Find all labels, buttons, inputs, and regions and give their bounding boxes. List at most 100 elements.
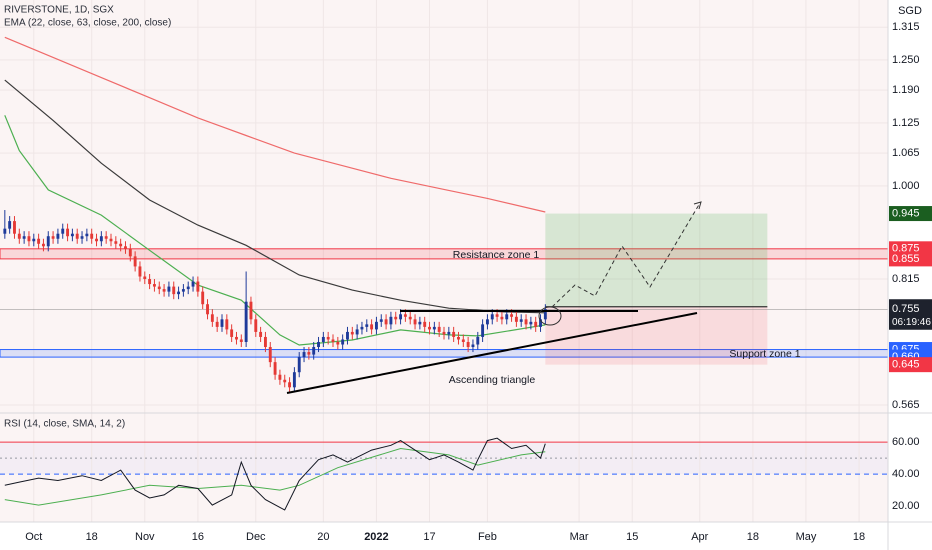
x-tick-label: 18 [86, 531, 98, 543]
candle-body [56, 233, 60, 239]
last-price-label: 0.755 [892, 303, 920, 315]
candle-body [186, 286, 190, 290]
candle-body [32, 238, 36, 242]
candle-body [41, 243, 45, 247]
y-tick-label: 1.190 [892, 84, 920, 96]
candle-body [104, 236, 108, 239]
candle-body [505, 314, 509, 320]
candle-body [177, 291, 181, 295]
rsi-line [4, 437, 546, 511]
candle-body [539, 319, 542, 327]
candle-body [476, 336, 480, 345]
ema-line [4, 79, 546, 314]
candle-body [432, 326, 436, 330]
x-tick-label: 16 [192, 531, 204, 543]
projection-path [551, 202, 701, 308]
candle-body [307, 352, 311, 355]
candle-body [235, 336, 238, 340]
candle-body [288, 382, 292, 388]
candle-body [239, 339, 243, 342]
rsi-tick-label: 40.00 [892, 468, 920, 480]
candle-body [370, 324, 374, 330]
x-tick-label: 15 [626, 531, 638, 543]
candle-body [162, 289, 166, 292]
rsi-tick-label: 60.00 [892, 436, 920, 448]
candle-body [263, 336, 267, 348]
x-tick-label: Mar [570, 531, 589, 543]
price-badge-label: 0.855 [892, 253, 920, 265]
candle-body [447, 331, 451, 335]
candle-body [321, 336, 325, 342]
candle-body [220, 319, 224, 327]
chart-title: RIVERSTONE, 1D, SGX [4, 5, 114, 16]
candle-body [283, 379, 287, 383]
candle-body [119, 243, 123, 247]
x-tick-label: Apr [691, 531, 708, 543]
candle-body [8, 221, 12, 229]
candle-body [70, 233, 74, 237]
candle-body [95, 238, 98, 242]
candle-body [128, 248, 132, 257]
candle-body [148, 279, 152, 285]
projection-arrowhead [693, 201, 702, 210]
candle-body [379, 319, 383, 322]
candle-body [46, 236, 50, 247]
candle-body [172, 286, 176, 295]
x-tick-label: 20 [317, 531, 329, 543]
candle-body [336, 341, 340, 345]
candle-body [254, 319, 258, 332]
candle-body [408, 316, 412, 320]
candle-body [442, 331, 446, 335]
candle-body [355, 329, 359, 335]
candle-body [167, 286, 171, 292]
candle-body [481, 324, 485, 337]
candle-body [133, 256, 137, 267]
triangle-support-line [286, 312, 698, 394]
candle-body [75, 233, 79, 239]
candle-body [399, 314, 403, 320]
last-price-badge [889, 301, 932, 330]
candle-body [490, 314, 494, 320]
x-tick-label: Nov [135, 531, 155, 543]
candle-body [124, 246, 127, 249]
candle-body [37, 238, 41, 244]
candle-body [485, 319, 489, 325]
rsi-tick-label: 20.00 [892, 500, 920, 512]
y-tick-label: 1.065 [892, 147, 920, 159]
candle-body [90, 233, 94, 239]
plot-background [0, 0, 888, 522]
candle-body [413, 319, 417, 325]
x-tick-label: Oct [25, 531, 42, 543]
rsi-label: RSI (14, close, SMA, 14, 2) [4, 419, 125, 430]
candle-body [495, 314, 499, 317]
candle-body [418, 321, 422, 325]
candle-body [500, 316, 504, 320]
pattern-label: Ascending triangle [449, 374, 536, 386]
candle-body [437, 326, 441, 332]
candle-body [181, 289, 185, 292]
candle-body [152, 284, 156, 287]
candle-body [114, 241, 118, 244]
x-tick-label: 18 [747, 531, 759, 543]
countdown: 06:19:46 [892, 317, 931, 328]
candle-body [341, 339, 345, 345]
candle-body [514, 316, 518, 322]
candle-body [394, 316, 398, 320]
candle-body [210, 314, 214, 322]
candle-body [66, 228, 70, 237]
candle-body [215, 321, 219, 327]
candle-body [109, 238, 113, 242]
candle-body [326, 336, 330, 340]
candle-body [302, 352, 306, 358]
x-tick-label: 17 [423, 531, 435, 543]
candle-body [244, 301, 248, 342]
candle-body [346, 331, 349, 340]
candle-body [466, 341, 470, 348]
x-tick-label: 2022 [364, 531, 388, 543]
y-tick-label: 1.315 [892, 21, 920, 33]
y-tick-label: 1.000 [892, 180, 920, 192]
candle-body [457, 336, 460, 340]
currency-label: SGD [898, 5, 922, 17]
candle-body [389, 316, 393, 325]
